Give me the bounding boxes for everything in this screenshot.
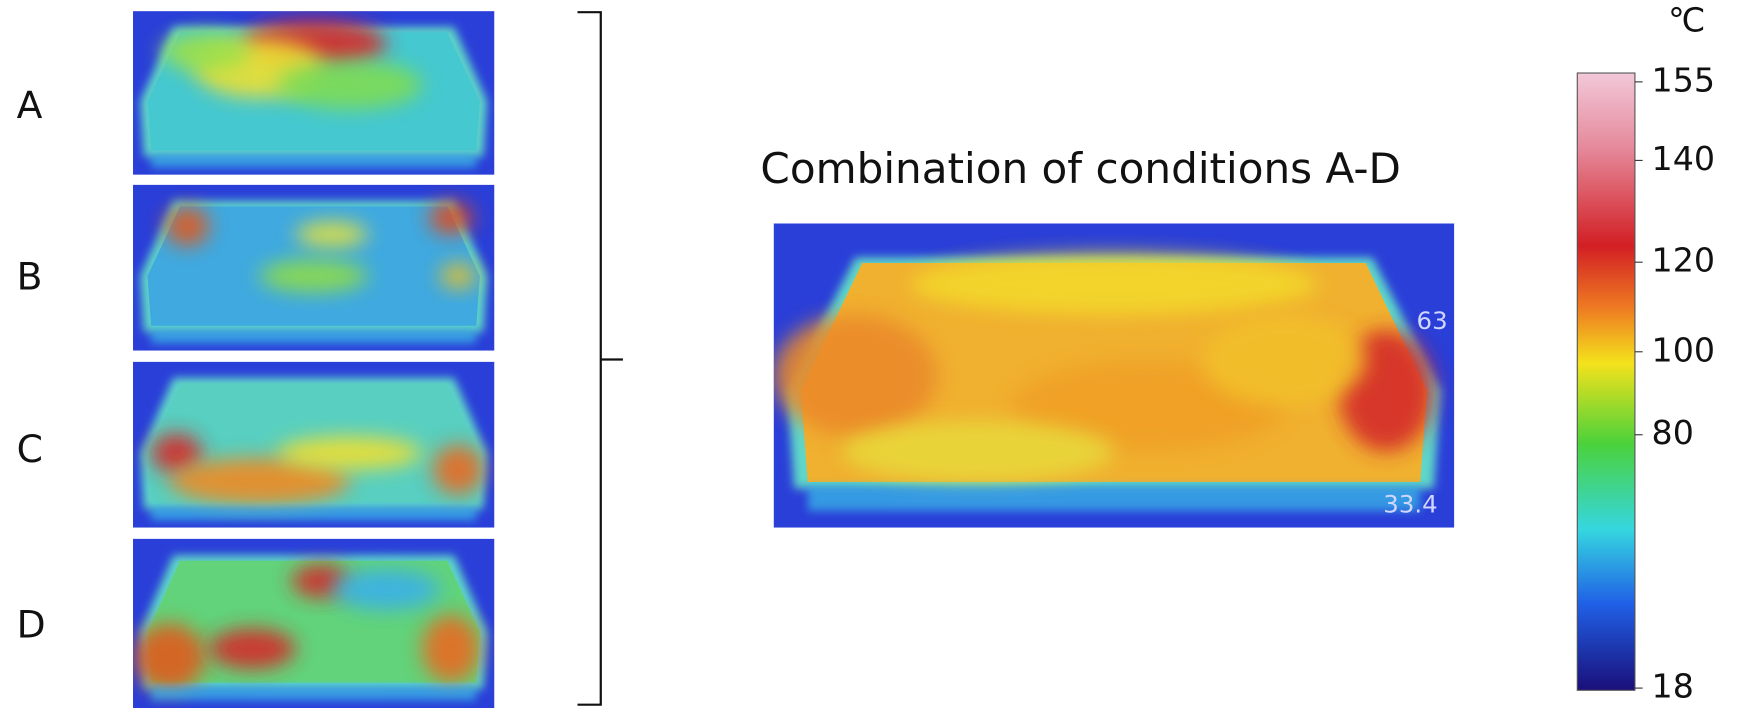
thermal-content (133, 361, 495, 528)
colorbar (1576, 72, 1636, 691)
tick-label: 100 (1652, 330, 1715, 369)
tick-label: 120 (1652, 241, 1715, 280)
tick-label: 18 (1652, 667, 1694, 706)
hot-spot (208, 628, 296, 670)
side-band (151, 154, 477, 168)
tick-label: 140 (1652, 139, 1715, 178)
hot-spot (841, 421, 1114, 483)
combined-title: Combination of conditions A-D (760, 144, 1401, 193)
hot-spot (422, 614, 480, 683)
thermal-panels: A B C D (17, 11, 495, 708)
condition-label: B (17, 254, 43, 298)
side-band (151, 687, 477, 701)
thermal-content (133, 11, 495, 175)
condition-label: C (17, 427, 43, 471)
thermal-image (133, 11, 495, 175)
hot-spot (277, 436, 423, 470)
hot-spot (440, 262, 477, 290)
side-band (151, 507, 477, 521)
side-band (151, 330, 477, 344)
annotation: 63 (1417, 306, 1448, 335)
hot-spot (259, 259, 368, 293)
thermal-image (773, 223, 1455, 528)
hot-spot (909, 253, 1319, 315)
side-band (807, 486, 1421, 511)
colorbar-unit: ℃ (1668, 1, 1705, 40)
hot-spot (151, 433, 202, 473)
condition-label: D (17, 603, 46, 647)
thermal-image (133, 538, 495, 708)
hot-spot (429, 201, 473, 235)
thermal-image (133, 184, 495, 351)
thermal-content (133, 184, 495, 351)
combined-thermal-image: 63 33.4 (773, 223, 1455, 528)
annotation: 33.4 (1383, 490, 1437, 519)
condition-label: A (17, 83, 43, 127)
hot-spot (161, 32, 249, 72)
colorbar-ticks: 155 140 120 100 80 18 (1634, 60, 1715, 706)
hot-spot (331, 569, 441, 610)
bracket (577, 11, 623, 706)
thermal-content (773, 223, 1455, 528)
hot-spot (432, 444, 484, 495)
hot-spot (1202, 314, 1366, 406)
hot-spot (295, 221, 368, 248)
thermal-content (133, 538, 495, 708)
hot-spot (165, 206, 209, 247)
tick-label: 155 (1652, 60, 1715, 99)
hot-spot (773, 314, 938, 437)
hot-spot (277, 60, 423, 110)
tick-label: 80 (1652, 413, 1694, 452)
hot-spot (169, 457, 350, 505)
hot-spot (133, 623, 206, 692)
thermal-image (133, 361, 495, 528)
